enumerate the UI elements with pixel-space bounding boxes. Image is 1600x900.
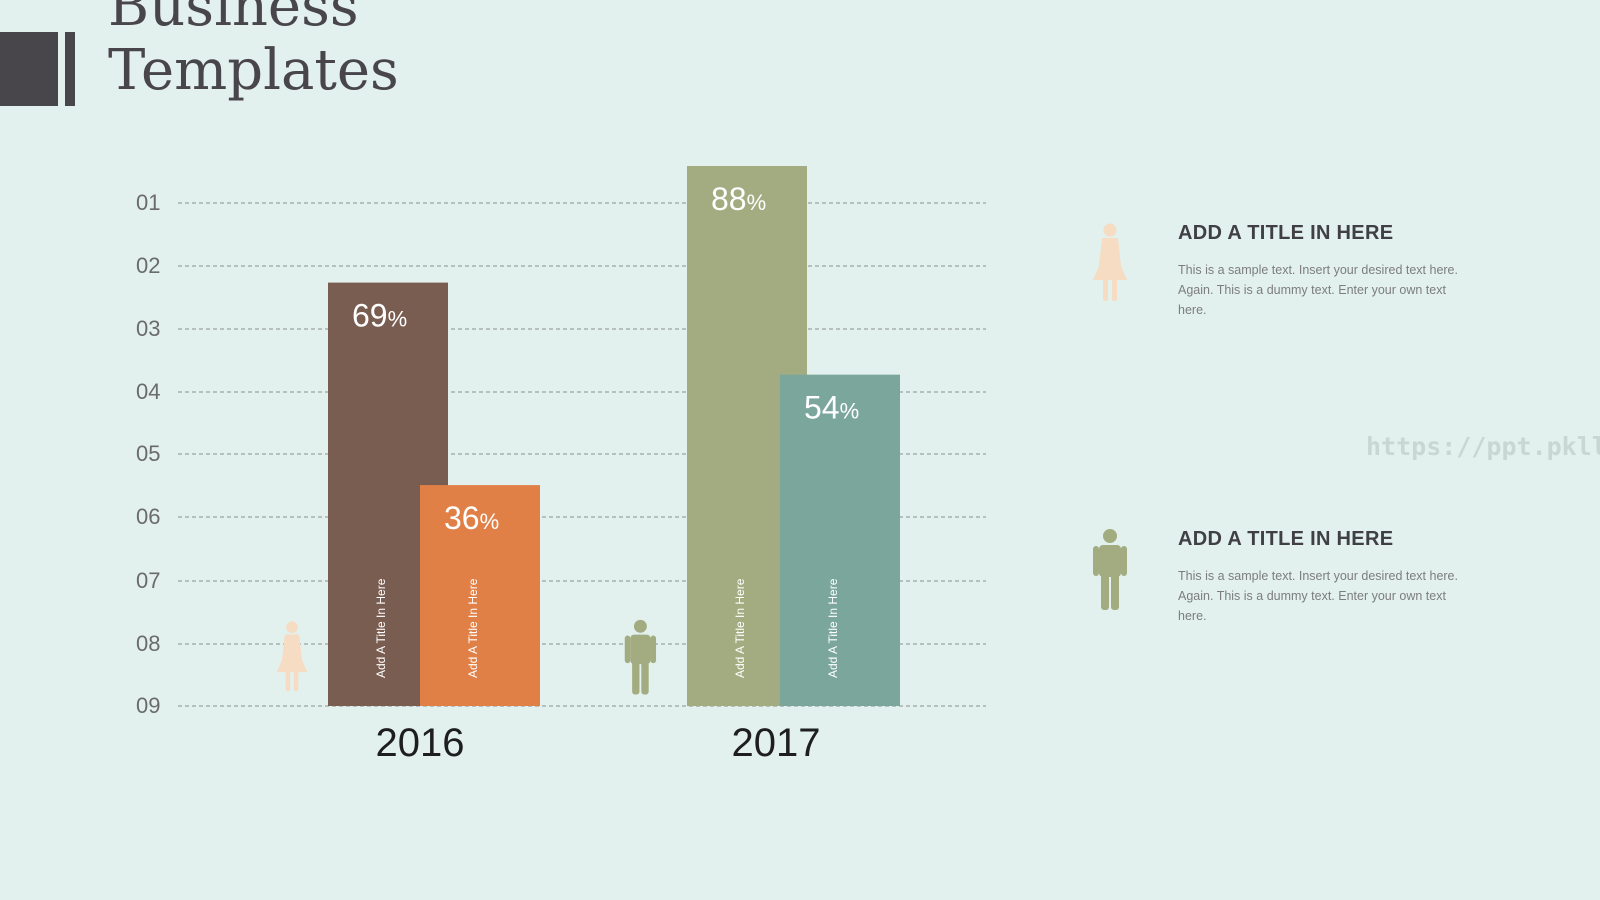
man-icon [1093, 529, 1127, 610]
info-block-1: ADD A TITLE IN HERE This is a sample tex… [1090, 222, 1490, 332]
bar [780, 374, 900, 706]
x-category-label: 2017 [732, 721, 821, 765]
info-title: ADD A TITLE IN HERE [1178, 222, 1394, 244]
title-line-1: Business [108, 0, 359, 39]
watermark: https://ppt.pkll.de [1366, 432, 1600, 461]
page-title: Business Templates [108, 0, 399, 103]
bar-value-label: 69% [352, 298, 407, 334]
y-tick-label: 02 [136, 253, 160, 278]
x-category-label: 2016 [376, 721, 465, 765]
y-tick-label: 09 [136, 693, 160, 718]
y-tick-label: 05 [136, 441, 160, 466]
y-tick-label: 07 [136, 568, 160, 593]
y-tick-label: 06 [136, 504, 160, 529]
y-tick-label: 08 [136, 631, 160, 656]
y-tick-label: 03 [136, 316, 160, 341]
title-line-2: Templates [108, 38, 399, 103]
woman-icon [1093, 223, 1127, 301]
title-accent-block [0, 32, 58, 106]
info-body: This is a sample text. Insert your desir… [1178, 263, 1458, 317]
bar-series-label: Add A Title In Here [466, 578, 480, 678]
bar-chart: 01 02 03 04 05 06 07 08 09 69% Add A Title In Here… [136, 166, 986, 765]
title-accent-stripe [65, 32, 75, 106]
woman-icon [276, 621, 308, 692]
y-tick-label: 04 [136, 379, 160, 404]
bar-value-label: 88% [711, 181, 766, 217]
bar-series-label: Add A Title In Here [826, 578, 840, 678]
y-tick-label: 01 [136, 190, 160, 215]
bar-series-label: Add A Title In Here [374, 578, 388, 678]
info-body: This is a sample text. Insert your desir… [1178, 569, 1458, 623]
bar [420, 485, 540, 706]
info-block-2: ADD A TITLE IN HERE This is a sample tex… [1090, 528, 1490, 638]
info-title: ADD A TITLE IN HERE [1178, 528, 1394, 550]
man-icon [624, 619, 657, 695]
title-block: Business Templates [0, 0, 600, 120]
bar-value-label: 54% [804, 390, 859, 426]
bar-series-label: Add A Title In Here [733, 578, 747, 678]
bar-value-label: 36% [444, 500, 499, 536]
